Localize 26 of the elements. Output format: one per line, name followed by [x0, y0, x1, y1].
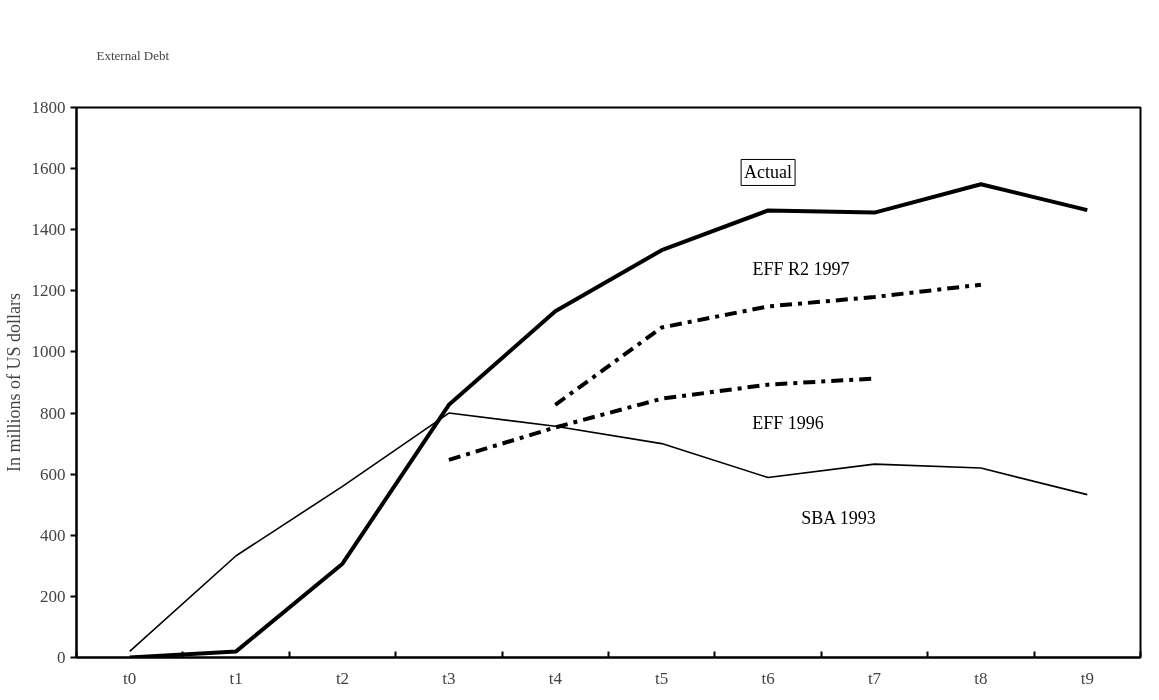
x-tick-label: t0 — [123, 668, 137, 688]
series-label: EFF R2 1997 — [752, 259, 850, 280]
chart-title: External Debt — [96, 47, 170, 63]
x-tick-label: t9 — [1080, 668, 1094, 688]
x-tick-label: t4 — [548, 668, 563, 688]
x-tick-label: t6 — [761, 668, 775, 688]
series-label: EFF 1996 — [752, 412, 824, 433]
x-tick-label: t1 — [229, 668, 243, 688]
y-tick-label: 1400 — [31, 220, 66, 240]
y-tick-label: 1600 — [31, 159, 66, 179]
y-tick-label: 0 — [57, 648, 66, 667]
y-tick-label: 1800 — [31, 98, 66, 117]
x-tick-label: t3 — [442, 668, 456, 688]
y-axis-title: In millions of US dollars — [3, 293, 24, 472]
y-tick-label: 400 — [40, 525, 66, 545]
x-tick-label: t5 — [655, 668, 669, 688]
x-tick-label: t8 — [974, 668, 988, 688]
y-tick-label: 1200 — [31, 281, 66, 301]
x-tick-label: t2 — [335, 668, 350, 688]
x-tick-label: t7 — [867, 668, 882, 688]
y-tick-label: 600 — [40, 464, 66, 484]
y-tick-label: 1000 — [31, 342, 66, 362]
y-tick-label: 200 — [40, 586, 66, 606]
series-label: Actual — [744, 162, 793, 183]
y-tick-label: 800 — [40, 403, 66, 423]
series-label: SBA 1993 — [801, 507, 876, 528]
